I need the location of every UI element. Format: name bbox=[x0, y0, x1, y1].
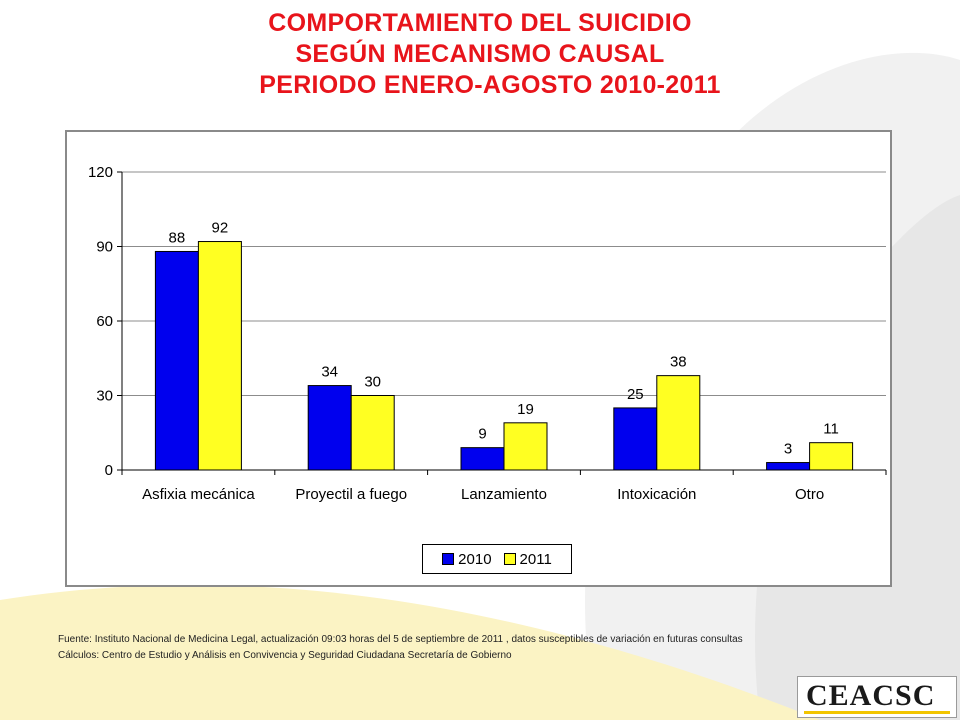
ceacsc-logo: CEACSC bbox=[797, 676, 957, 718]
x-tick-label-1: Proyectil a fuego bbox=[295, 486, 407, 503]
y-tick-label-120: 120 bbox=[88, 164, 113, 181]
data-label-2010-3: 25 bbox=[627, 386, 644, 403]
y-tick-label-0: 0 bbox=[105, 462, 113, 479]
x-tick-label-3: Intoxicación bbox=[617, 486, 696, 503]
data-label-2011-2: 19 bbox=[517, 401, 534, 418]
bar-2011-0 bbox=[197, 241, 242, 471]
bar-2010-4 bbox=[766, 462, 811, 471]
title-line-2: SEGÚN MECANISMO CAUSAL bbox=[295, 40, 665, 68]
footnote: Fuente: Instituto Nacional de Medicina L… bbox=[58, 632, 918, 664]
data-label-2011-1: 30 bbox=[364, 374, 381, 391]
title-line-1: COMPORTAMIENTO DEL SUICIDIO bbox=[268, 9, 692, 37]
bar-2011-4 bbox=[809, 442, 854, 471]
x-tick-label-4: Otro bbox=[795, 486, 824, 503]
bar-chart: 0 30 60 90 120 Asfixia mecánica 88 92 Proyectil … bbox=[88, 164, 887, 503]
chart-frame: 0 30 60 90 120 Asfixia mecánica 88 92 Proyectil … bbox=[65, 130, 892, 587]
footnote-source: Fuente: Instituto Nacional de Medicina L… bbox=[58, 634, 743, 645]
data-label-2011-4: 11 bbox=[823, 421, 839, 438]
logo-bar bbox=[804, 711, 950, 714]
bar-2011-2 bbox=[503, 422, 548, 471]
y-tick-label-90: 90 bbox=[96, 239, 113, 256]
bar-2010-1 bbox=[307, 385, 352, 471]
chart-legend: 2010 2011 bbox=[422, 544, 572, 574]
bar-2011-3 bbox=[656, 375, 701, 471]
bar-2011-1 bbox=[350, 395, 395, 471]
legend-item-2010: 2010 bbox=[442, 550, 492, 568]
page-title: COMPORTAMIENTO DEL SUICIDIO SEGÚN MECANI… bbox=[0, 8, 960, 101]
data-label-2010-1: 34 bbox=[321, 364, 338, 381]
data-label-2011-3: 38 bbox=[670, 354, 687, 371]
bar-2010-3 bbox=[613, 407, 658, 471]
footnote-calculations: Cálculos: Centro de Estudio y Análisis e… bbox=[58, 650, 512, 661]
legend-label-2010: 2010 bbox=[458, 550, 492, 568]
title-line-3: PERIODO ENERO-AGOSTO 2010-2011 bbox=[259, 71, 721, 99]
data-label-2011-0: 92 bbox=[212, 220, 229, 237]
x-tick-label-2: Lanzamiento bbox=[461, 486, 547, 503]
legend-item-2011: 2011 bbox=[503, 550, 552, 568]
y-tick-label-60: 60 bbox=[96, 313, 113, 330]
y-tick-label-30: 30 bbox=[96, 388, 113, 405]
legend-swatch-2010 bbox=[442, 553, 455, 565]
bar-2010-2 bbox=[460, 447, 505, 471]
data-label-2010-4: 3 bbox=[784, 441, 792, 458]
data-label-2010-0: 88 bbox=[169, 229, 186, 246]
data-label-2010-2: 9 bbox=[478, 426, 486, 443]
logo-text: CEACSC bbox=[806, 679, 936, 712]
bar-2010-0 bbox=[154, 250, 199, 471]
x-tick-label-0: Asfixia mecánica bbox=[142, 486, 255, 503]
legend-label-2011: 2011 bbox=[519, 550, 552, 568]
legend-swatch-2011 bbox=[503, 553, 516, 565]
